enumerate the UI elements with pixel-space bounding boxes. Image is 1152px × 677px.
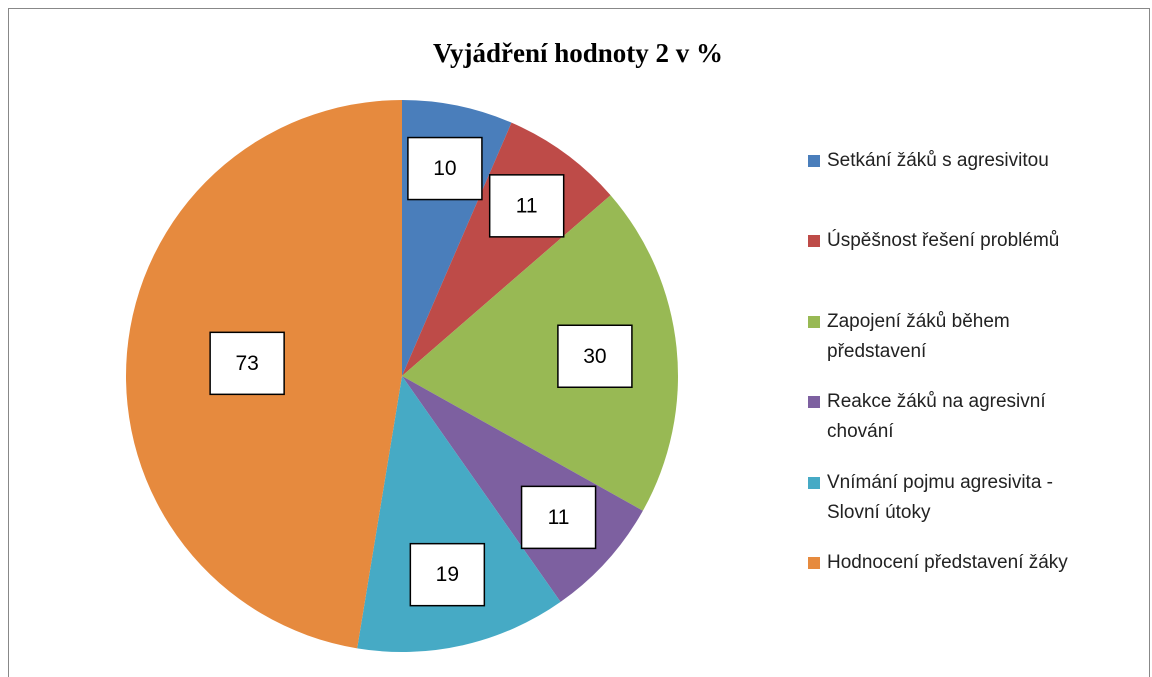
- data-label-box: [557, 324, 633, 389]
- data-label-box: [407, 136, 483, 201]
- data-label-box: [209, 331, 285, 396]
- legend-item: Reakce žáků na agresivní chování: [808, 387, 1108, 447]
- data-label: 19: [436, 563, 459, 586]
- data-label-box: [488, 174, 565, 238]
- data-label: 11: [548, 506, 570, 529]
- legend-label: Reakce žáků na agresivní chování: [827, 391, 1046, 442]
- data-label: 11: [516, 194, 538, 217]
- legend-label: Zapojení žáků během představení: [827, 311, 1010, 362]
- legend-label: Setkání žáků s agresivitou: [827, 150, 1049, 171]
- legend-swatch: [808, 316, 820, 328]
- pie-slice: [402, 195, 678, 511]
- legend-item: Zapojení žáků během představení: [808, 307, 1108, 367]
- legend-swatch: [808, 155, 820, 167]
- legend-label: Úspěšnost řešení problémů: [827, 230, 1060, 251]
- data-label-box: [520, 485, 597, 550]
- chart-title: Vyjádření hodnoty 2 v %: [433, 38, 723, 68]
- data-label: 73: [235, 352, 258, 375]
- chart-border: [8, 8, 1150, 677]
- legend-item: Úspěšnost řešení problémů: [808, 226, 1108, 256]
- legend-swatch: [808, 396, 820, 408]
- pie-slice: [357, 376, 561, 652]
- legend-label: Vnímání pojmu agresivita - Slovní útoky: [827, 472, 1053, 523]
- legend-item: Vnímání pojmu agresivita - Slovní útoky: [808, 468, 1108, 528]
- legend-swatch: [808, 557, 820, 569]
- data-label: 30: [583, 345, 606, 368]
- data-label-box: [409, 542, 486, 607]
- legend-swatch: [808, 235, 820, 247]
- legend-swatch: [808, 477, 820, 489]
- legend-item: Hodnocení představení žáky: [808, 548, 1108, 578]
- legend-item: Setkání žáků s agresivitou: [808, 146, 1108, 176]
- legend-label: Hodnocení představení žáky: [827, 552, 1068, 573]
- data-label: 10: [433, 157, 456, 180]
